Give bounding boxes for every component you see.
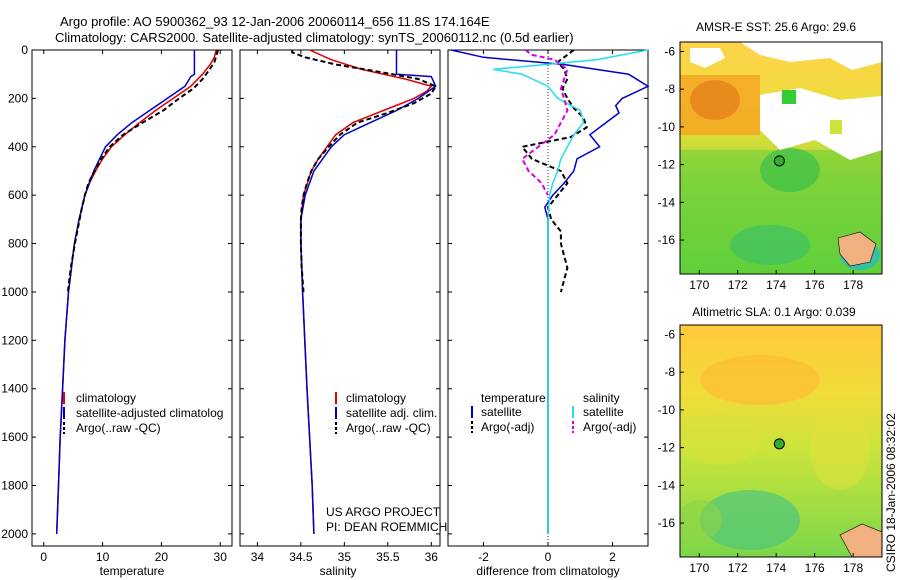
map-y-tick-label: -10 xyxy=(658,120,676,134)
legend-label: satellite xyxy=(481,405,522,419)
project-name: US ARGO PROJECT xyxy=(326,505,441,519)
legend-header-temperature: temperature xyxy=(481,391,546,405)
series-line-climatology xyxy=(300,49,433,534)
x-tick-label: 34 xyxy=(251,550,265,564)
map-x-tick-label: 176 xyxy=(805,561,825,575)
y-tick-label: 1000 xyxy=(1,285,28,299)
difference-plot: -2 0 2 xyxy=(448,49,650,564)
sst-missing-data xyxy=(740,42,882,70)
x-tick-label: 30 xyxy=(214,550,228,564)
temperature-plot: 0 10 20 30 0 200 400 600 800 1000 1200 1400 1600 1800… xyxy=(1,43,232,564)
legend-label: climatology xyxy=(76,391,136,405)
map-x-tick-label: 178 xyxy=(843,561,863,575)
salinity-legend: climatology satellite adj. clim. Argo(..… xyxy=(326,391,447,534)
map-x-tick-label: 174 xyxy=(766,561,786,575)
map-y-tick-label: -16 xyxy=(658,516,676,530)
y-tick-label: 1400 xyxy=(1,382,28,396)
x-tick-label: 2 xyxy=(609,550,616,564)
legend-label: satellite adj. clim. xyxy=(346,406,437,420)
y-tick-label: 1600 xyxy=(1,430,28,444)
series-line-satellite-adj-clim- xyxy=(300,50,437,534)
x-tick-label: 34.5 xyxy=(289,550,313,564)
x-tick-label: 20 xyxy=(155,550,169,564)
map-x-tick-label: 172 xyxy=(728,561,748,575)
argo-float-marker xyxy=(773,438,785,450)
map-y-tick-label: -14 xyxy=(658,478,676,492)
sla-map-frame xyxy=(679,324,883,558)
map-y-tick-label: -10 xyxy=(658,403,676,417)
sst-map-frame xyxy=(679,41,883,275)
map-x-tick-label: 178 xyxy=(843,278,863,292)
y-tick-label: 1800 xyxy=(1,479,28,493)
map-y-tick-label: -6 xyxy=(664,44,675,58)
y-tick-label: 800 xyxy=(8,237,28,251)
series-line-argo-raw-qc- xyxy=(291,50,438,293)
salinity-plot: 34 34.5 35 35.5 36 xyxy=(240,49,440,564)
sla-land xyxy=(839,523,882,557)
temperature-axes xyxy=(31,49,233,547)
temperature-xlabel: temperature xyxy=(100,564,165,578)
map-y-tick-label: -12 xyxy=(658,441,676,455)
credit-text: CSIRO 18-Jan-2006 08:32:02 xyxy=(884,413,898,572)
x-tick-label: 35 xyxy=(338,550,352,564)
legend-label: satellite-adjusted climatolog xyxy=(76,406,223,420)
map-y-tick-label: -6 xyxy=(664,327,675,341)
map-x-tick-label: 176 xyxy=(805,278,825,292)
sst-missing-data xyxy=(760,88,882,160)
legend-label: Argo(..raw -QC) xyxy=(76,421,161,435)
x-tick-label: 36 xyxy=(425,550,439,564)
sst-map-axes: 170 172 174 176 178 -6 -8 -10 -12 -14 -16 xyxy=(658,44,864,292)
x-tick-label: 10 xyxy=(96,550,110,564)
y-tick-label: 1200 xyxy=(1,333,28,347)
sst-land xyxy=(837,231,877,267)
x-tick-label: 0 xyxy=(545,550,552,564)
map-y-tick-label: -12 xyxy=(658,158,676,172)
difference-xlabel: difference from climatology xyxy=(476,564,619,578)
map-y-tick-label: -8 xyxy=(664,365,675,379)
series-line-temperature-argo-adj- xyxy=(520,49,588,293)
map-x-tick-label: 174 xyxy=(766,278,786,292)
salinity-xlabel: salinity xyxy=(320,564,357,578)
figure-title-line2: Climatology: CARS2000. Satellite-adjuste… xyxy=(55,30,574,45)
temperature-legend: climatology satellite-adjusted climatolo… xyxy=(63,391,223,435)
legend-label: climatology xyxy=(346,391,406,405)
sst-map-title: AMSR-E SST: 25.6 Argo: 29.6 xyxy=(696,20,856,34)
map-x-tick-label: 172 xyxy=(728,278,748,292)
map-x-tick-label: 170 xyxy=(689,278,709,292)
map-x-tick-label: 170 xyxy=(689,561,709,575)
sst-missing-data xyxy=(690,48,725,68)
sla-map-axes: 170 172 174 176 178 -6 -8 -10 -12 -14 -16 xyxy=(658,327,864,575)
salinity-axes xyxy=(239,49,441,547)
figure-title-line1: Argo profile: AO 5900362_93 12-Jan-2006 … xyxy=(60,14,490,29)
y-tick-label: 2000 xyxy=(1,527,28,541)
sla-map-title: Altimetric SLA: 0.1 Argo: 0.039 xyxy=(692,305,856,319)
map-y-tick-label: -8 xyxy=(664,82,675,96)
x-tick-label: 0 xyxy=(40,550,47,564)
series-line-temperature-satellite xyxy=(451,49,650,534)
series-line-salinity-argo-adj- xyxy=(520,49,569,196)
series-line-argo-raw-qc- xyxy=(66,49,219,293)
x-tick-label: -2 xyxy=(478,550,489,564)
x-tick-label: 35.5 xyxy=(376,550,400,564)
y-tick-label: 400 xyxy=(8,140,28,154)
series-line-climatology xyxy=(55,49,217,534)
series-line-salinity-satellite xyxy=(493,49,649,534)
series-line-satellite-adjusted-climatology xyxy=(55,50,196,534)
map-y-tick-label: -14 xyxy=(658,195,676,209)
project-pi: PI: DEAN ROEMMICH xyxy=(326,520,447,534)
difference-legend: temperature salinity satellite Argo(-adj… xyxy=(471,391,636,434)
legend-label: Argo(-adj) xyxy=(583,420,636,434)
y-tick-label: 600 xyxy=(8,188,28,202)
legend-header-salinity: salinity xyxy=(583,391,620,405)
y-tick-label: 200 xyxy=(8,91,28,105)
legend-label: Argo(..raw -QC) xyxy=(346,421,431,435)
argo-float-marker xyxy=(773,155,785,167)
y-tick-label: 0 xyxy=(21,43,28,57)
legend-label: Argo(-adj) xyxy=(481,420,534,434)
map-y-tick-label: -16 xyxy=(658,233,676,247)
legend-label: satellite xyxy=(583,405,624,419)
